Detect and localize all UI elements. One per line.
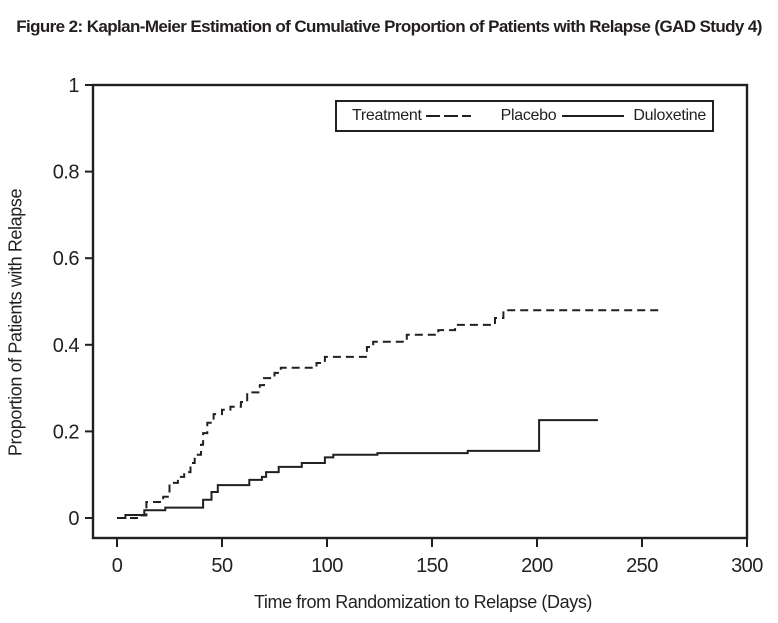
curve-placebo [117, 309, 663, 519]
x-tick-label: 200 [521, 555, 553, 577]
figure-title: Figure 2: Kaplan-Meier Estimation of Cum… [16, 17, 762, 36]
legend-box: Treatment Placebo Duloxetine [335, 100, 714, 132]
x-tick-label: 100 [311, 555, 343, 577]
x-tick-label: 50 [211, 555, 233, 577]
y-tick-label: 0.4 [53, 335, 80, 357]
legend-duloxetine-line-sample [562, 115, 625, 117]
y-tick-label: 0.8 [53, 162, 80, 184]
legend-label-duloxetine: Duloxetine [633, 107, 706, 124]
x-tick-label: 300 [731, 555, 763, 577]
x-tick-label: 250 [626, 555, 658, 577]
plot-frame [91, 83, 749, 540]
curve-duloxetine [117, 419, 598, 519]
legend-placebo-line-sample [425, 115, 471, 117]
y-tick-label: 0.2 [53, 421, 80, 443]
x-axis-title: Time from Randomization to Relapse (Days… [253, 592, 593, 612]
y-tick-label: 0.6 [53, 248, 80, 270]
legend-header: Treatment [352, 107, 422, 124]
x-tick-label: 150 [416, 555, 448, 577]
x-tick-label: 0 [112, 555, 123, 577]
y-axis-title: Proportion of Patients with Relapse [5, 188, 26, 457]
y-tick-label: 1 [68, 75, 79, 97]
legend-label-placebo: Placebo [500, 107, 557, 124]
y-tick-label: 0 [68, 508, 79, 530]
